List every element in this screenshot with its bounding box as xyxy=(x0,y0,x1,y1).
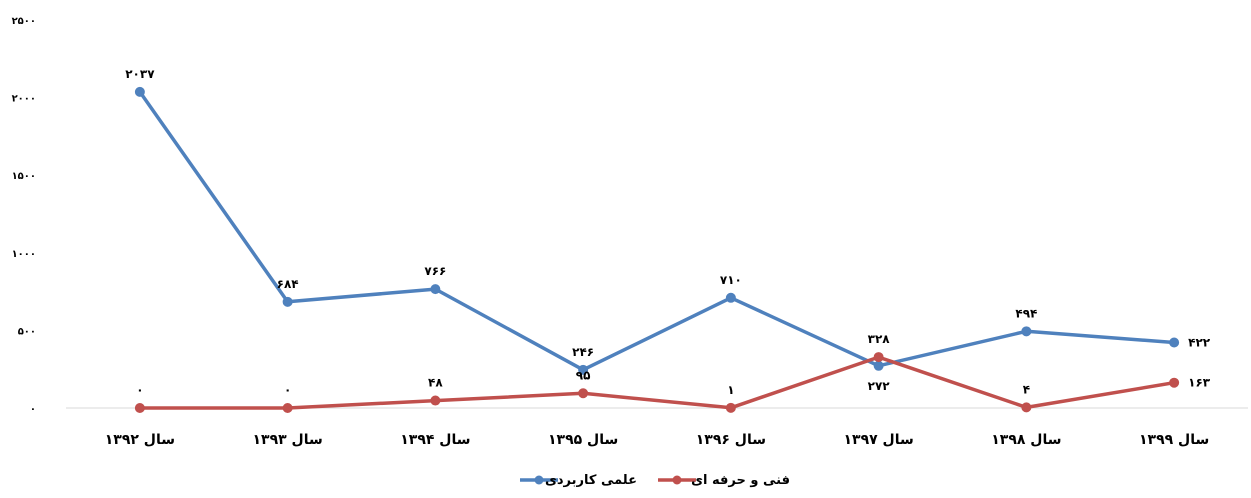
data-point xyxy=(134,403,145,413)
y-tick-label: ۱۰۰۰ xyxy=(12,249,36,260)
data-labels: ۲۰۳۷ ۶۸۴ ۷۶۶ ۲۴۶ ۷۱۰ ۲۷۲ ۴۹۴ ۴۲۲ ۰ ۰ ۴۸ ۹۵ ۱ ۳۲۸ ۴ ۱۶۳ xyxy=(125,67,1211,397)
x-tick-label: سال ۱۳۹۲ xyxy=(105,432,175,448)
data-point xyxy=(430,284,441,295)
x-tick-label: سال ۱۳۹۳ xyxy=(253,432,323,448)
x-tick-label: سال ۱۳۹۹ xyxy=(1139,432,1209,448)
series-line xyxy=(139,355,1175,410)
data-label: ۹۵ xyxy=(576,368,591,382)
x-tick-label: سال ۱۳۹۵ xyxy=(548,432,618,448)
data-point xyxy=(282,403,293,413)
y-tick-label: ۲۰۰۰ xyxy=(12,94,36,105)
y-axis: ۰ ۵۰۰ ۱۰۰۰ ۱۵۰۰ ۲۰۰۰ ۲۵۰۰ xyxy=(12,16,36,415)
data-label: ۴۲۲ xyxy=(1188,336,1211,350)
data-point xyxy=(725,402,736,413)
data-label: ۰ xyxy=(136,383,143,397)
data-point xyxy=(578,364,589,375)
data-label: ۱ xyxy=(727,383,734,397)
data-point xyxy=(873,360,884,371)
data-point xyxy=(1169,377,1180,388)
series-lines xyxy=(138,90,1175,410)
x-tick-label: سال ۱۳۹۷ xyxy=(844,432,914,448)
data-label: ۲۰۳۷ xyxy=(125,67,155,81)
y-tick-label: ۰ xyxy=(30,404,36,415)
data-label: ۷۶۶ xyxy=(424,264,446,278)
data-label: ۴ xyxy=(1023,382,1030,396)
data-label: ۱۶۳ xyxy=(1188,376,1211,390)
legend-label: علمی کاربردی xyxy=(545,473,637,488)
data-point xyxy=(725,292,736,303)
legend: علمی کاربردی فنی و حرفه ای xyxy=(520,473,790,488)
y-tick-label: ۲۵۰۰ xyxy=(12,16,36,27)
x-axis: سال ۱۳۹۲ سال ۱۳۹۳ سال ۱۳۹۴ سال ۱۳۹۵ سال ۱۳۹۶… xyxy=(105,432,1209,448)
data-label: ۲۴۶ xyxy=(572,345,594,359)
series-points xyxy=(134,86,1180,413)
data-label: ۳۲۸ xyxy=(868,332,891,346)
x-tick-label: سال ۱۳۹۴ xyxy=(400,432,470,448)
data-point xyxy=(1021,326,1032,337)
x-tick-label: سال ۱۳۹۸ xyxy=(991,432,1061,448)
legend-marker xyxy=(534,475,544,485)
data-label: ۶۸۴ xyxy=(277,277,299,291)
data-label: ۴۸ xyxy=(428,376,443,390)
data-point xyxy=(1021,402,1032,413)
data-label: ۲۷۲ xyxy=(868,379,891,393)
series-line xyxy=(138,90,1175,372)
data-point xyxy=(578,388,589,399)
y-tick-label: ۵۰۰ xyxy=(18,326,36,337)
legend-marker xyxy=(672,475,682,485)
data-label: ۷۱۰ xyxy=(720,273,742,287)
data-point xyxy=(1169,337,1180,348)
data-label: ۰ xyxy=(284,383,291,397)
data-point xyxy=(282,296,293,307)
data-point xyxy=(873,352,884,363)
legend-label: فنی و حرفه ای xyxy=(691,473,790,488)
data-label: ۴۹۴ xyxy=(1015,306,1037,320)
data-point xyxy=(430,395,441,406)
y-tick-label: ۱۵۰۰ xyxy=(12,171,36,182)
data-point xyxy=(134,86,145,97)
x-tick-label: سال ۱۳۹۶ xyxy=(696,432,766,448)
